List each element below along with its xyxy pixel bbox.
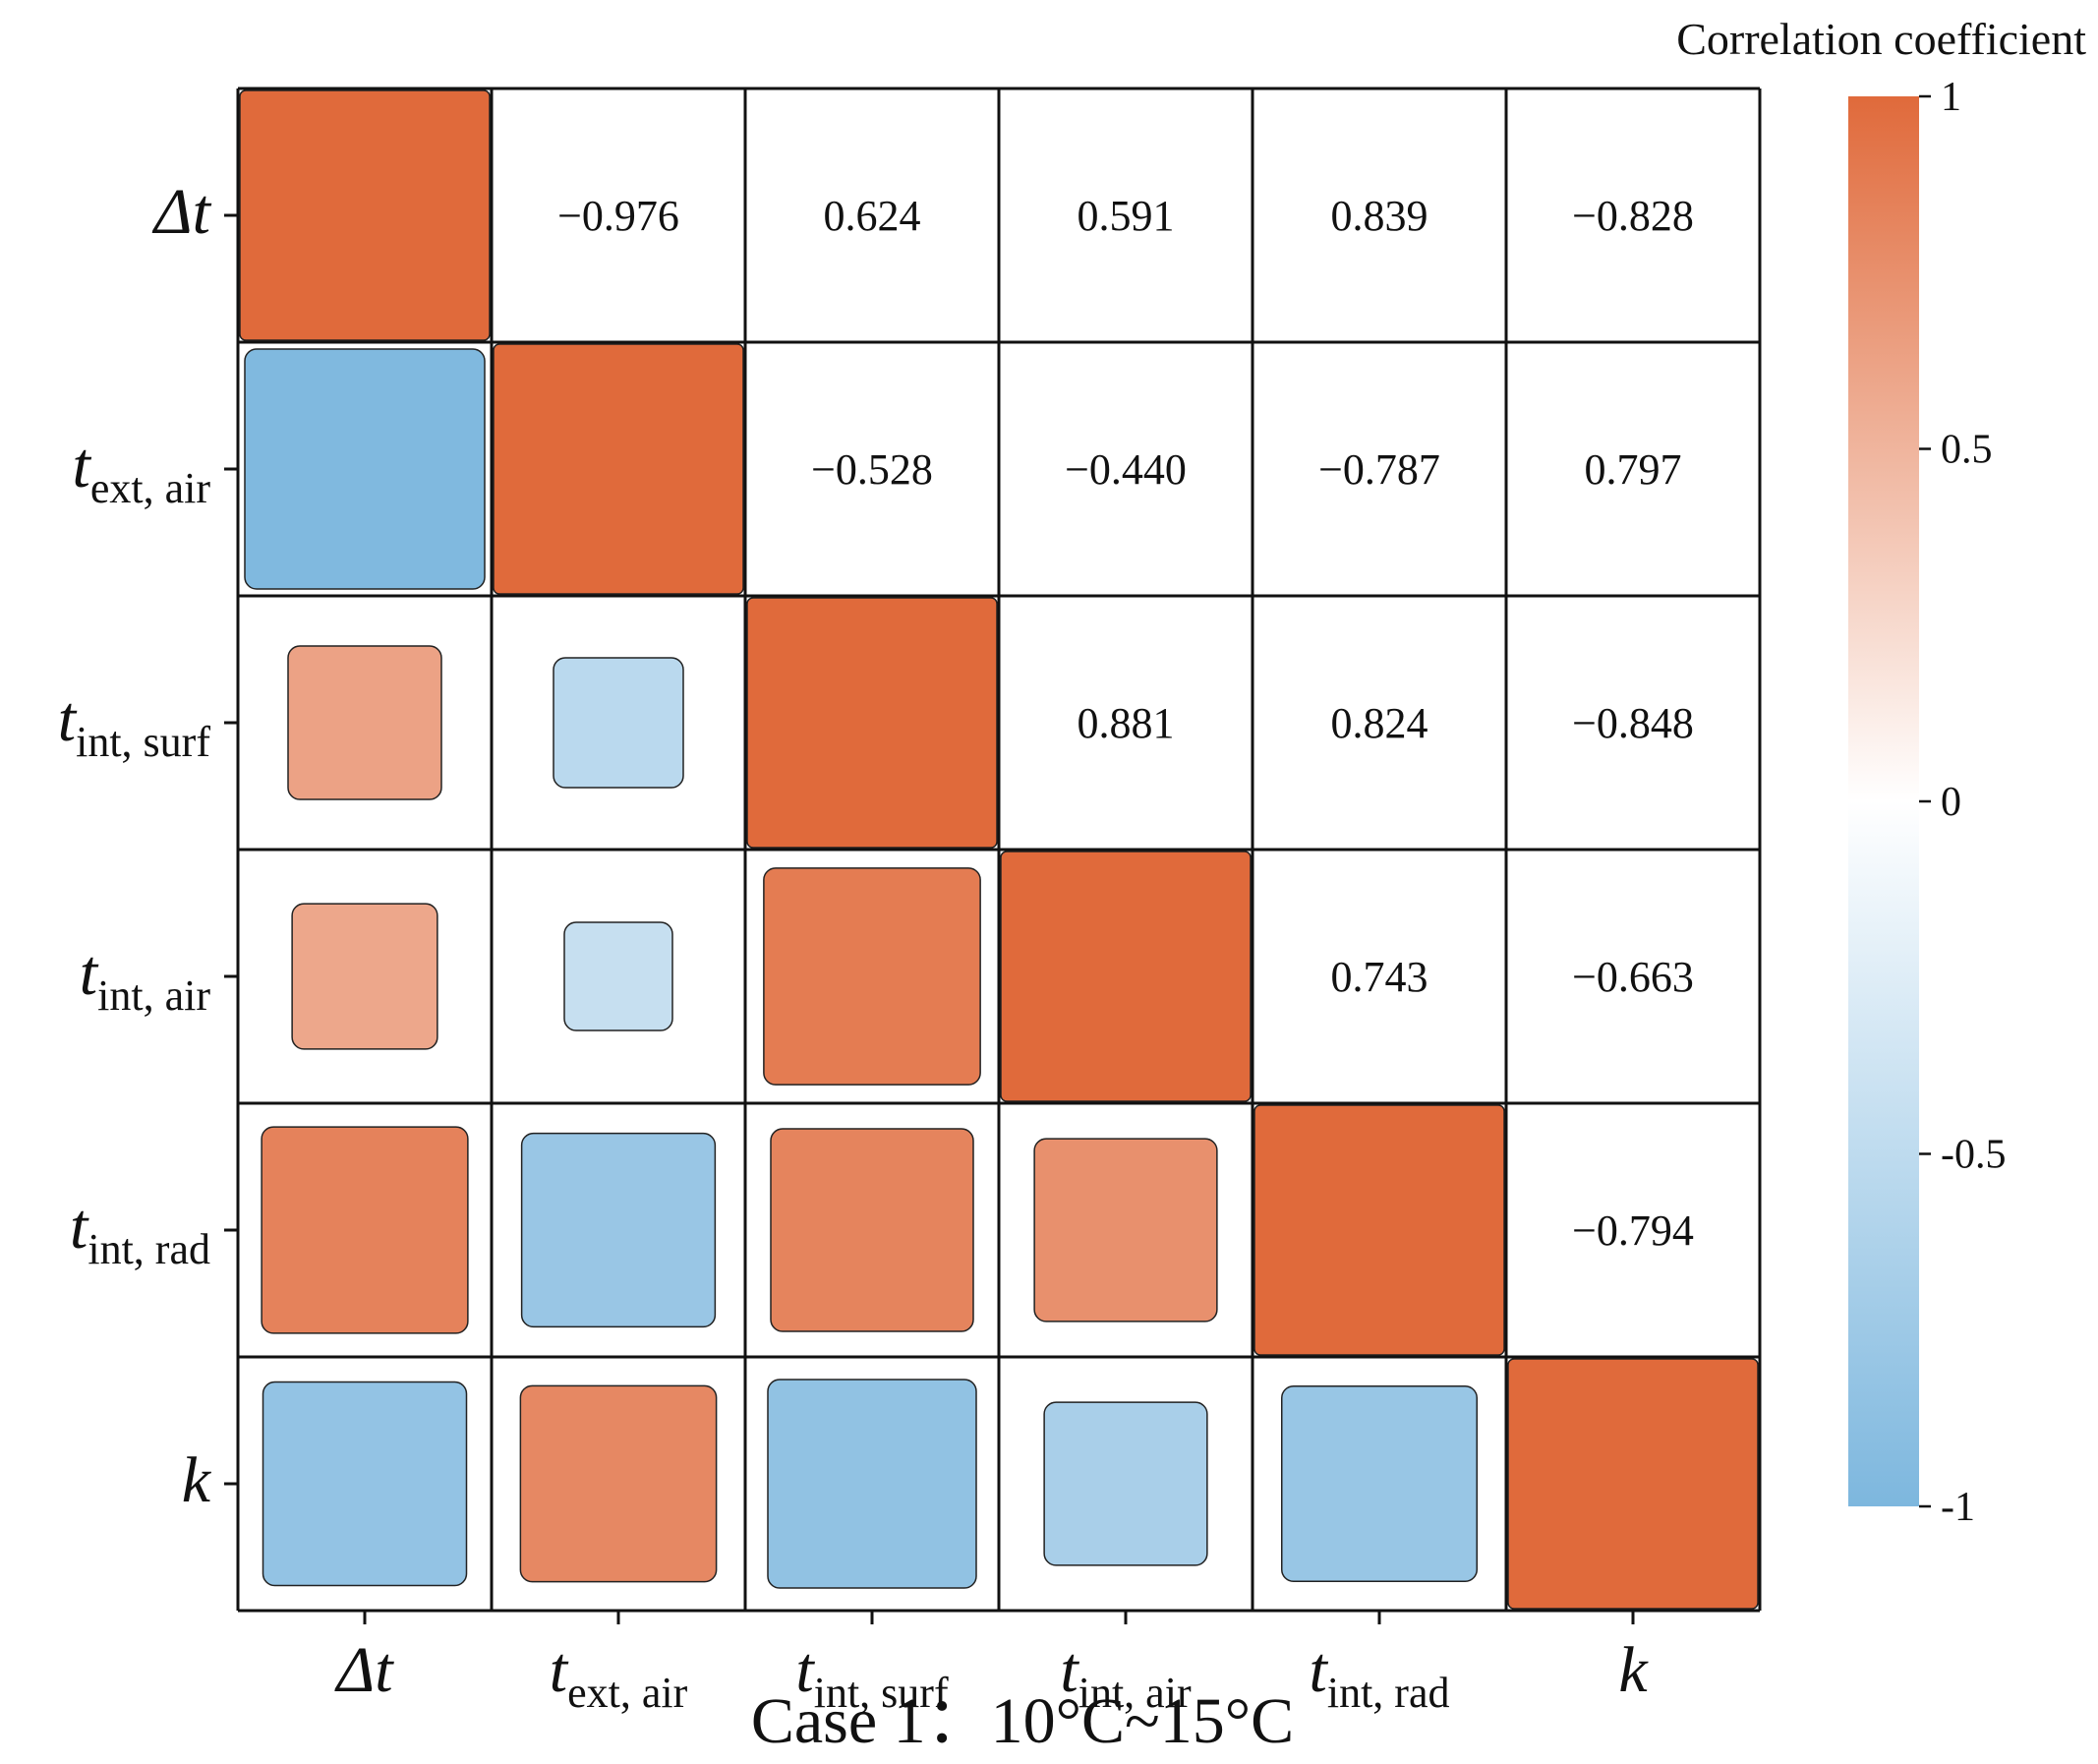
correlation-square [519,1384,718,1583]
axis-label: tint, rad [1310,1634,1450,1717]
heatmap-grid [236,87,1762,1613]
diagonal-cell [1000,851,1252,1102]
axis-label-subscript: int, rad [1327,1669,1450,1717]
diagonal-cell [1507,1358,1759,1610]
colorbar-tick-label: 1 [1941,75,1961,120]
diagonal-cell [1253,1104,1505,1356]
correlation-value: −0.440 [1065,445,1187,494]
colorbar-title: Correlation coefficient [1676,14,2086,64]
correlation-square [291,903,438,1050]
axis-label-base: k [182,1444,212,1516]
axis-label-base: t [70,1191,89,1263]
axis-label: tint, air [1060,1634,1192,1717]
correlation-value: 0.591 [1078,192,1175,240]
axis-label: Δt [151,176,212,248]
correlation-value: −0.828 [1572,192,1694,240]
axis-label-subscript: int, rad [87,1225,210,1273]
axis-label: text, air [550,1634,688,1717]
axis-label-base: Δt [333,1634,394,1706]
axis-label: Δt [333,1634,394,1706]
colorbar-tick-label: 0 [1941,780,1961,825]
correlation-value: −0.528 [811,445,933,494]
axis-label-base: Δt [151,176,212,248]
correlation-value: −0.794 [1572,1206,1694,1255]
correlation-value: −0.848 [1572,699,1694,747]
colorbar: Correlation coefficient 1 0.5 0 -0.5 -1 [1676,14,2086,1530]
correlation-square [244,348,486,590]
correlation-square [767,1379,977,1589]
axis-label-base: k [1618,1634,1649,1706]
axis-label: tint, rad [70,1191,210,1273]
correlation-square [287,645,442,800]
axis-label-base: t [1310,1634,1329,1706]
axis-label: tint, surf [58,683,211,766]
axis-label-base: t [80,937,99,1009]
axis-label: k [1618,1634,1649,1706]
heatmap-cells: −0.976 0.624 0.591 0.839 −0.828 −0.528 −0.440 −… [239,89,1759,1610]
correlation-square [1043,1401,1208,1566]
correlation-square [261,1126,469,1334]
x-axis-labels: Δt text, air tint, surf tint, air tint, rad k [333,1611,1649,1717]
correlation-value: 0.624 [824,192,921,240]
correlation-square [553,657,684,789]
colorbar-tick-label: 0.5 [1941,428,1993,473]
correlation-square [563,921,673,1031]
colorbar-gradient [1848,96,1919,1506]
correlation-square [763,867,981,1086]
correlation-value: −0.663 [1572,953,1694,1001]
colorbar-ticks: 1 0.5 0 -0.5 -1 [1919,75,2007,1530]
axis-label-subscript: int, air [97,971,210,1020]
axis-label-base: t [550,1634,569,1706]
axis-label-base: t [1060,1634,1079,1706]
correlation-square [1033,1138,1218,1323]
correlation-value: −0.787 [1318,445,1440,494]
axis-label: tint, air [80,937,211,1020]
axis-label-subscript: int, air [1078,1669,1192,1717]
figure-caption: Case 1：10°C~15°C [751,1685,1294,1757]
correlation-value: 0.797 [1585,445,1682,494]
axis-label-base: t [72,430,91,501]
correlation-value: 0.881 [1078,699,1175,747]
axis-label-base: t [795,1634,815,1706]
correlation-square [770,1128,974,1332]
axis-label: k [182,1444,212,1516]
correlation-value: 0.839 [1331,192,1428,240]
correlation-value: −0.976 [557,192,679,240]
colorbar-tick-label: -0.5 [1941,1133,2007,1178]
diagonal-cell [746,597,998,849]
axis-label-subscript: ext, air [567,1669,688,1717]
axis-label: text, air [72,430,210,512]
axis-label: tint, surf [795,1634,949,1717]
diagonal-cell [239,89,491,341]
axis-label-subscript: int, surf [814,1669,949,1717]
colorbar-tick-label: -1 [1941,1485,1975,1530]
correlation-square [520,1132,717,1328]
correlation-value: 0.824 [1331,699,1428,747]
correlation-square [262,1381,468,1587]
axis-label-subscript: ext, air [90,464,211,512]
correlation-square [1281,1385,1478,1582]
diagonal-cell [493,343,744,595]
axis-label-subscript: int, surf [76,718,210,766]
correlation-value: 0.743 [1331,953,1428,1001]
axis-label-base: t [58,683,78,755]
